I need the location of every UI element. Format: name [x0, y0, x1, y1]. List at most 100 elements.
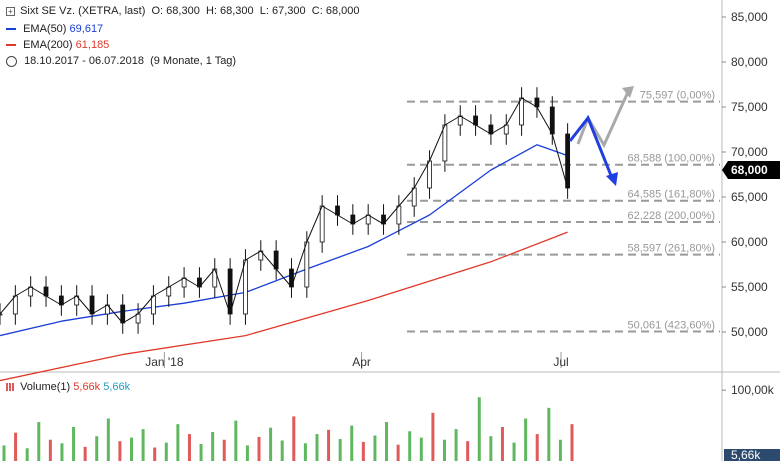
blue-projection-arrow — [568, 115, 614, 179]
clock-icon — [6, 55, 17, 67]
price-line — [0, 97, 569, 324]
expand-icon[interactable]: + — [6, 6, 15, 16]
volume-bar — [222, 439, 226, 461]
low-value: L: 67,300 — [259, 5, 306, 17]
volume-bar — [2, 445, 6, 461]
volume-bar — [570, 424, 574, 461]
volume-bar — [187, 434, 191, 461]
fib-level-label: 68,588 (100,00%) — [628, 153, 715, 165]
ema50-legend: EMA(50) 69,617 — [6, 23, 103, 35]
time-tick-label: Jul — [553, 355, 568, 369]
date-range-note: (9 Monate, 1 Tag) — [150, 55, 237, 67]
volume-bar — [535, 434, 539, 461]
time-tick-label: Jan '18 — [145, 355, 184, 369]
volume-bars: 100,00k 5,66k — [2, 383, 780, 461]
volume-bar — [558, 439, 562, 461]
volume-bar — [280, 440, 284, 461]
price-tick-label: 75,000 — [731, 100, 768, 114]
volume-bar — [234, 420, 238, 461]
volume-bar — [292, 416, 296, 461]
volume-current-badge — [724, 449, 780, 461]
volume-bar — [315, 434, 319, 461]
volume-bar — [512, 442, 516, 461]
price-candle-body — [519, 97, 524, 126]
volume-bar — [385, 422, 389, 461]
volume-bar — [500, 427, 504, 461]
instrument-name: Sixt SE Vz. (XETRA, last) — [20, 5, 146, 17]
ema50-swatch — [6, 28, 16, 31]
price-tick-label: 50,000 — [731, 325, 768, 339]
volume-bar — [141, 429, 145, 461]
ema50-value: 69,617 — [69, 23, 104, 35]
volume-bar — [373, 435, 377, 461]
volume-bar — [361, 441, 365, 461]
ema200-line-group — [0, 231, 568, 382]
volume-bar — [130, 437, 134, 461]
price-candle-body — [565, 133, 571, 189]
ema50-label: EMA(50) — [23, 23, 67, 35]
volume-bar — [257, 436, 261, 461]
volume-bar — [60, 443, 64, 461]
price-candle-body — [0, 313, 3, 316]
volume-bar — [153, 447, 157, 461]
volume-bar — [245, 445, 249, 461]
projection-arrows — [568, 86, 634, 186]
price-axis: 50,000 55,000 60,000 65,000 70,000 75,000 80,0… — [722, 10, 780, 339]
volume-bar — [489, 436, 493, 461]
current-price-label: 68,000 — [731, 163, 768, 177]
price-candle-body — [151, 295, 156, 315]
volume-current-label: 5,66k — [731, 448, 761, 461]
ema200-label: EMA(200) — [23, 39, 73, 51]
price-candle-body — [319, 205, 325, 243]
volume-bar — [118, 441, 122, 461]
time-tick-label: Apr — [352, 355, 371, 369]
ema200-line — [0, 231, 568, 382]
volume-bar — [547, 407, 551, 461]
fib-level-label: 62,228 (200,00%) — [628, 210, 715, 222]
ohlc-legend: + Sixt SE Vz. (XETRA, last) O: 68,300 H:… — [6, 5, 359, 17]
price-tick-label: 70,000 — [731, 145, 768, 159]
price-candle-body — [427, 160, 432, 189]
volume-bar — [72, 427, 76, 461]
volume-value-2: 5,66k — [103, 381, 131, 393]
volume-bar — [83, 446, 87, 461]
date-range: 18.10.2017 - 06.07.2018 — [24, 55, 144, 67]
volume-bar — [269, 427, 273, 461]
ema50-line-group — [0, 144, 568, 337]
high-value: H: 68,300 — [205, 5, 254, 17]
volume-bar — [350, 425, 354, 461]
volume-legend: Volume(1) 5,66k 5,66k — [6, 381, 130, 393]
volume-bar — [211, 431, 215, 461]
volume-bar — [327, 429, 331, 461]
volume-bar — [14, 432, 18, 461]
fib-level-label: 64,585 (161,80%) — [628, 189, 715, 201]
price-candle-body — [273, 250, 279, 270]
price-tick-label: 85,000 — [731, 10, 768, 24]
price-candle-body — [304, 241, 310, 288]
price-candle-body — [12, 295, 18, 315]
price-candle-body — [396, 205, 402, 225]
close-value: C: 68,000 — [311, 5, 360, 17]
volume-bar — [524, 418, 528, 461]
ema50-line — [0, 144, 568, 337]
volume-bar — [477, 397, 481, 461]
volume-value-1: 5,66k — [73, 381, 101, 393]
volume-label: Volume(1) — [20, 381, 71, 393]
volume-bar — [25, 448, 29, 461]
volume-bar — [442, 439, 446, 461]
volume-bar — [106, 418, 110, 461]
fib-levels: 75,597 (0,00%) 68,588 (100,00%) 64,585 (16… — [407, 90, 720, 333]
ema200-swatch — [6, 44, 16, 47]
volume-bar — [419, 437, 423, 461]
volume-bar — [303, 443, 307, 461]
fib-level-label: 75,597 (0,00%) — [640, 90, 715, 102]
price-candle-body — [243, 259, 248, 315]
time-axis: Jan '18 Apr Jul — [145, 352, 569, 369]
volume-bar — [176, 424, 180, 461]
blue-arrow-head — [606, 172, 618, 186]
open-value: O: 68,300 — [151, 5, 200, 17]
price-candle-body — [442, 124, 448, 162]
volume-bar — [454, 429, 458, 461]
